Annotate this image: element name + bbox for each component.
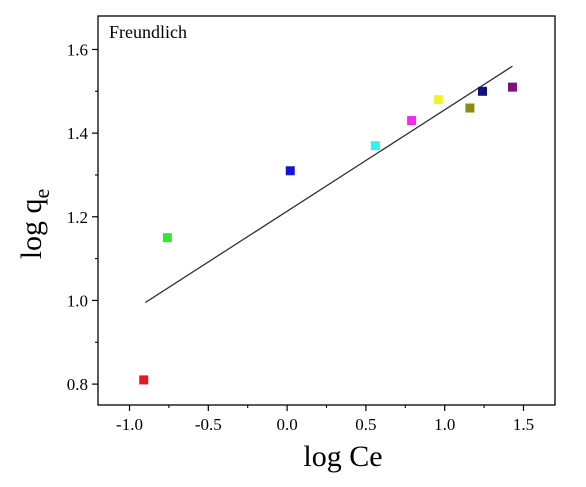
x-tick-label: -0.5 <box>195 415 222 434</box>
data-point <box>478 86 488 96</box>
data-point <box>162 233 172 243</box>
x-tick-label: 1.5 <box>513 415 534 434</box>
y-tick-label: 0.8 <box>67 375 88 394</box>
x-tick-label: 0.5 <box>355 415 376 434</box>
data-point <box>507 82 517 92</box>
y-tick-label: 1.6 <box>67 40 88 59</box>
data-points <box>139 82 517 385</box>
y-tick-label: 1.2 <box>67 208 88 227</box>
data-point <box>433 95 443 105</box>
plot-frame <box>97 15 556 406</box>
y-axis-title-main: log q <box>15 198 48 259</box>
data-point <box>139 375 149 385</box>
data-point <box>370 141 380 151</box>
axis-tick-labels: -1.0 -0.5 0.0 0.5 1.0 1.5 0.8 1.0 1.2 1.4 1.6 <box>67 40 534 434</box>
chart-annotation: Freundlich <box>109 22 187 42</box>
x-tick-label: 1.0 <box>434 415 455 434</box>
y-tick-label: 1.4 <box>67 124 89 143</box>
y-axis-title-subscript: e <box>29 189 54 199</box>
y-axis-title: log qe <box>15 189 54 260</box>
fit-line <box>144 65 513 304</box>
data-point <box>407 116 417 126</box>
x-tick-label: -1.0 <box>116 415 143 434</box>
data-point <box>285 166 295 176</box>
data-point <box>465 103 475 113</box>
y-tick-label: 1.0 <box>67 291 88 310</box>
axis-ticks <box>92 48 525 411</box>
x-tick-label: 0.0 <box>276 415 297 434</box>
x-axis-title: log Ce <box>303 440 382 473</box>
